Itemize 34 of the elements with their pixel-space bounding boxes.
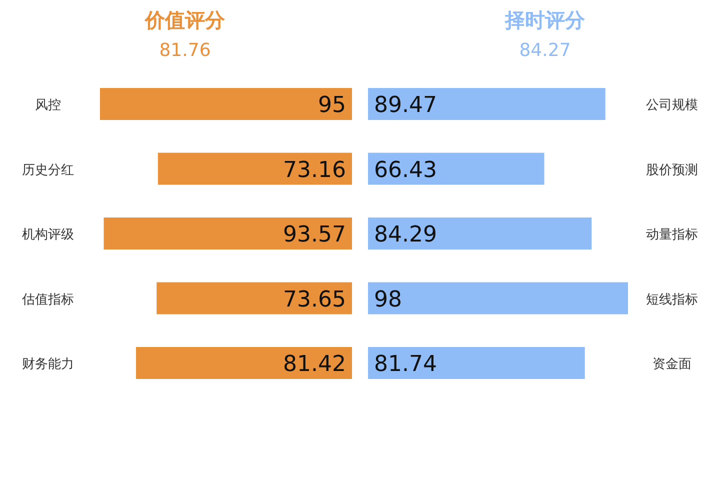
bar — [100, 88, 352, 120]
bar — [156, 282, 352, 314]
y-tick-label: 股价预测 — [646, 162, 698, 178]
y-tick-label: 公司规模 — [646, 98, 698, 113]
bar — [368, 218, 592, 250]
chart-subtitle: 84.27 — [519, 40, 571, 61]
bar — [158, 152, 352, 185]
data-label: 93.57 — [283, 222, 346, 248]
data-label: 81.74 — [374, 352, 437, 377]
bar — [368, 282, 628, 314]
y-tick-label: 动量指标 — [646, 228, 698, 242]
bar — [368, 152, 544, 185]
y-tick-label: 财务能力 — [22, 357, 74, 372]
y-tick-label: 机构评级 — [22, 228, 74, 242]
y-tick-label: 短线指标 — [646, 292, 698, 308]
data-label: 73.16 — [283, 158, 346, 183]
bar — [136, 347, 352, 379]
y-tick-label: 风控 — [35, 98, 61, 113]
data-label: 89.47 — [374, 93, 437, 118]
chart-subtitle: 81.76 — [159, 40, 211, 61]
data-label: 84.29 — [374, 222, 437, 248]
data-label: 81.42 — [283, 352, 346, 377]
data-label: 73.65 — [283, 287, 346, 312]
data-label: 95 — [318, 93, 346, 118]
y-tick-label: 历史分红 — [22, 162, 74, 178]
data-label: 66.43 — [374, 158, 437, 183]
bar — [368, 347, 585, 379]
data-label: 98 — [374, 287, 402, 312]
y-tick-label: 估值指标 — [21, 292, 74, 308]
bar — [368, 88, 606, 120]
chart-title: 价值评分 — [144, 8, 226, 32]
chart-title: 择时评分 — [504, 8, 586, 32]
y-tick-label: 资金面 — [652, 357, 692, 372]
bar — [104, 218, 352, 250]
